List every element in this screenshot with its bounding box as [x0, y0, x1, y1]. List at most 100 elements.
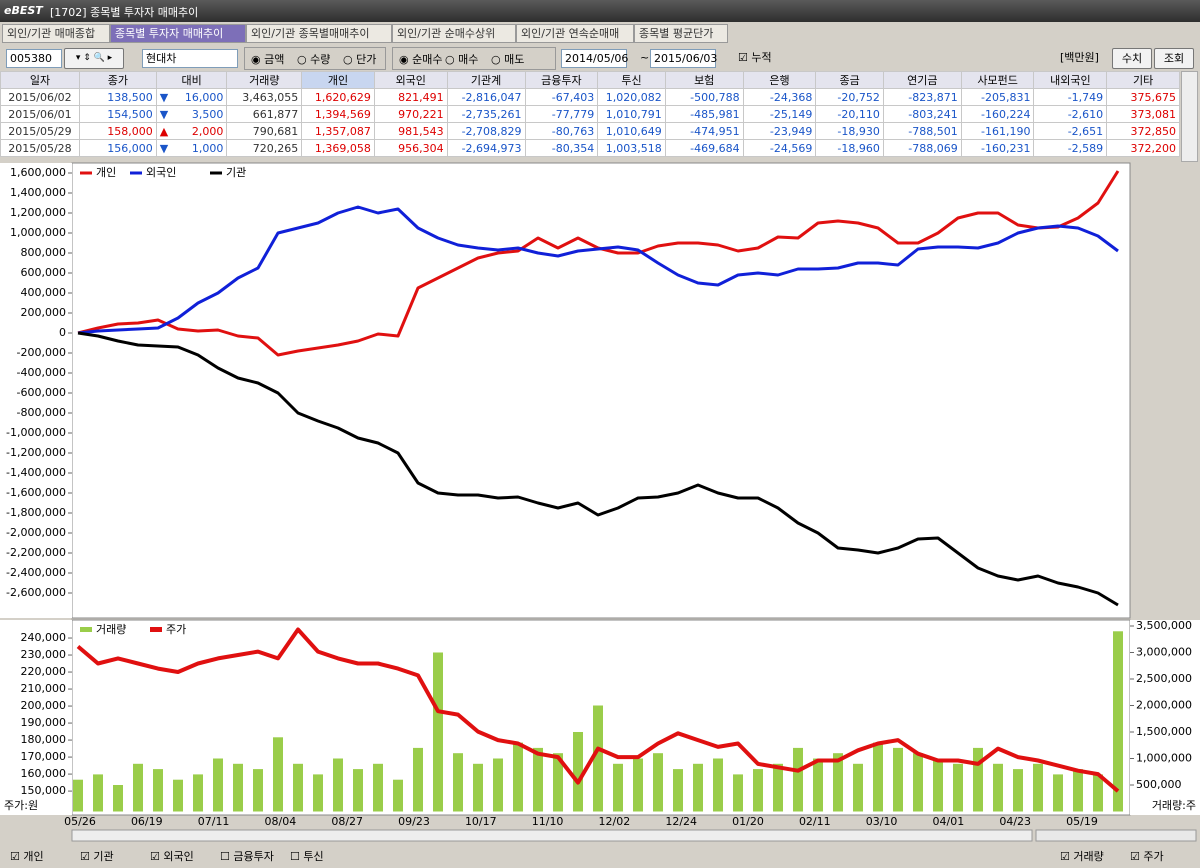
- checkbox[interactable]: ☑ 외국인: [150, 850, 194, 863]
- checkbox[interactable]: ☑ 주가: [1130, 850, 1164, 863]
- cell: -1,749: [1033, 88, 1108, 106]
- cell: 1,369,058: [301, 139, 375, 157]
- volume-unit: 거래량:주: [1152, 799, 1196, 812]
- column-header: 금융투자: [524, 71, 599, 89]
- values-button[interactable]: 수치: [1112, 48, 1152, 69]
- volume-bar: [173, 779, 183, 812]
- volume-bar: [233, 763, 243, 812]
- x-tick-label: 12/24: [665, 815, 697, 828]
- legend-swatch: [150, 627, 162, 632]
- cell: 661,877: [226, 105, 303, 123]
- volume-bar: [873, 742, 883, 812]
- y-tick-label: 200,000: [21, 306, 67, 319]
- cell: 2015/06/01: [0, 105, 80, 123]
- cell: -205,831: [960, 88, 1035, 106]
- series-line: [77, 331, 1119, 607]
- cell: -788,069: [882, 139, 962, 157]
- column-header: 내외국인: [1033, 71, 1108, 89]
- table-row: 2015/06/02 138,500 ▼ 16,000 3,463,055 1,620,6…: [0, 88, 1180, 106]
- y2-tick-label: 2,500,000: [1136, 672, 1192, 685]
- volume-bar: [453, 753, 463, 812]
- cell: 1,010,791: [597, 105, 666, 123]
- radio[interactable]: ○ 매도: [491, 53, 525, 66]
- chart-tools[interactable]: [1035, 829, 1197, 842]
- y-tick-label: 400,000: [21, 286, 67, 299]
- code-input[interactable]: 005380: [6, 49, 62, 68]
- y-tick-label: 180,000: [21, 733, 67, 746]
- volume-bar: [833, 753, 843, 812]
- tab[interactable]: 외인/기관 순매수상위: [392, 24, 516, 43]
- cell: 1,010,649: [597, 122, 666, 140]
- date-to[interactable]: 2015/06/03: [650, 49, 717, 68]
- volume-bar: [193, 774, 203, 812]
- code-tools[interactable]: ▾ ⇕ 🔍 ▸: [64, 48, 124, 69]
- column-header: 기타: [1106, 71, 1180, 89]
- date-from[interactable]: 2014/05/06: [561, 49, 628, 68]
- column-header: 은행: [742, 71, 817, 89]
- lower-toggles: ☑ 거래량 ☑ 주가: [1050, 846, 1200, 864]
- radio[interactable]: ○ 단가: [343, 53, 377, 66]
- cell: -77,779: [524, 105, 599, 123]
- cell: -161,190: [960, 122, 1035, 140]
- y-tick-label: 600,000: [21, 266, 67, 279]
- scrollbar[interactable]: [71, 829, 1033, 842]
- cell: -2,651: [1033, 122, 1108, 140]
- checkbox[interactable]: ☑ 거래량: [1060, 850, 1104, 863]
- query-button[interactable]: 조회: [1154, 48, 1194, 69]
- change-value: 1,000: [191, 141, 224, 155]
- series-line: [77, 205, 1119, 335]
- checkbox[interactable]: ☑ 개인: [10, 850, 44, 863]
- checkbox-label: 주가: [1143, 850, 1164, 863]
- cell: -2,589: [1033, 139, 1108, 157]
- radio[interactable]: ○ 매수: [445, 53, 479, 66]
- legend-label: 기관: [226, 166, 246, 179]
- cell: -474,951: [664, 122, 744, 140]
- volume-bar: [113, 784, 123, 812]
- title-bar: eBEST [1702] 종목별 투자자 매매추이: [0, 0, 1200, 22]
- y-tick-label: 1,600,000: [10, 166, 66, 179]
- legend-label: 거래량: [96, 623, 126, 636]
- volume-bar: [753, 769, 763, 812]
- cell: -80,354: [524, 139, 599, 157]
- volume-bar: [253, 769, 263, 812]
- radio-label: 금액: [264, 53, 285, 66]
- cell: -20,752: [815, 88, 884, 106]
- x-tick-label: 04/23: [999, 815, 1031, 828]
- tilde: ~: [640, 51, 650, 64]
- volume-bar: [533, 747, 543, 812]
- volume-bar: [213, 758, 223, 812]
- radio[interactable]: ◉ 순매수: [399, 53, 443, 66]
- cumulative-checkbox[interactable]: ☑ 누적: [738, 51, 772, 64]
- tab[interactable]: 종목별 투자자 매매추이: [110, 24, 246, 43]
- checkbox[interactable]: ☐ 투신: [290, 850, 324, 863]
- unit: [백만원]: [1060, 51, 1099, 64]
- x-tick-label: 07/11: [198, 815, 230, 828]
- cumulative-label: 누적: [751, 51, 772, 64]
- cell: 375,675: [1106, 88, 1180, 106]
- y-tick-label: -1,000,000: [6, 426, 66, 439]
- volume-bar: [373, 763, 383, 812]
- checkbox[interactable]: ☑ 기관: [80, 850, 114, 863]
- volume-bar: [853, 763, 863, 812]
- volume-bar: [953, 763, 963, 812]
- radio[interactable]: ○ 수량: [297, 53, 331, 66]
- x-tick-label: 03/10: [866, 815, 898, 828]
- checkbox[interactable]: ☐ 금융투자: [220, 850, 274, 863]
- radio[interactable]: ◉ 금액: [251, 53, 285, 66]
- tab[interactable]: 외인/기관 종목별매매추이: [246, 24, 392, 43]
- table-scrollbar[interactable]: [1181, 71, 1198, 162]
- cell: 790,681: [226, 122, 303, 140]
- tab[interactable]: 외인/기관 연속순매매: [516, 24, 634, 43]
- tab[interactable]: 외인/기관 매매종합: [2, 24, 110, 43]
- cell: -160,231: [960, 139, 1035, 157]
- cell: 372,850: [1106, 122, 1180, 140]
- y-tick-label: 1,000,000: [10, 226, 66, 239]
- cell: -2,694,973: [446, 139, 526, 157]
- cell: 1,620,629: [301, 88, 375, 106]
- investor-table: 일자 종가 대비 거래량 개인 외국인 기관계 금융투자 투신 보험 은행 종금 연기금 사모펀드 내외국인…: [0, 71, 1180, 157]
- x-tick-label: 02/11: [799, 815, 831, 828]
- tab[interactable]: 종목별 평균단가: [634, 24, 728, 43]
- volume-bar: [993, 763, 1003, 812]
- y-tick-label: -200,000: [17, 346, 66, 359]
